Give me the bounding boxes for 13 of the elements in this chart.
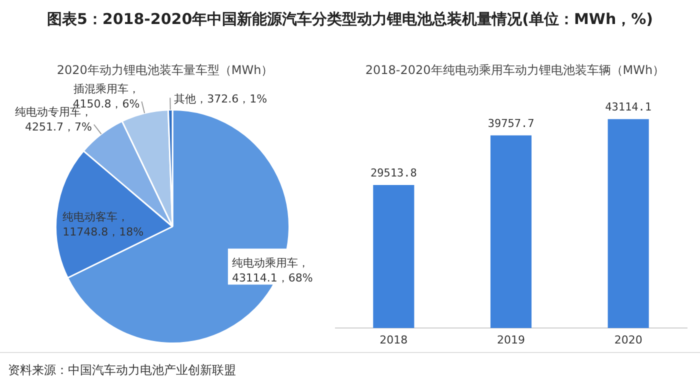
x-tick-label: 2020 — [614, 333, 642, 346]
text: 资料来源：中国汽车动力电池产业创新联盟 — [8, 362, 236, 379]
slice-label: 其他，372.6，1% — [174, 92, 268, 106]
slice-label: 纯电动乘用车，43114.1，68% — [232, 256, 313, 284]
data-label: 39757.7 — [488, 116, 534, 130]
x-tick-label: 2018 — [380, 333, 408, 346]
x-tick-label: 2019 — [497, 333, 525, 346]
text: 图表5：2018-2020年中国新能源汽车分类型动力锂电池总装机量情况(单位：MWh，%) — [46, 10, 654, 29]
chart-subtitle: 2020年动力锂电池装车量车型（MWh） — [56, 62, 274, 79]
data-label: 43114.1 — [605, 100, 652, 114]
data-label: 29513.8 — [370, 166, 417, 180]
chart-title: 2018-2020年纯电动乘用车动力锂电池装车辆（MWh） — [364, 62, 666, 79]
slice-label: 纯电动客车，11748.8，18% — [62, 210, 144, 238]
